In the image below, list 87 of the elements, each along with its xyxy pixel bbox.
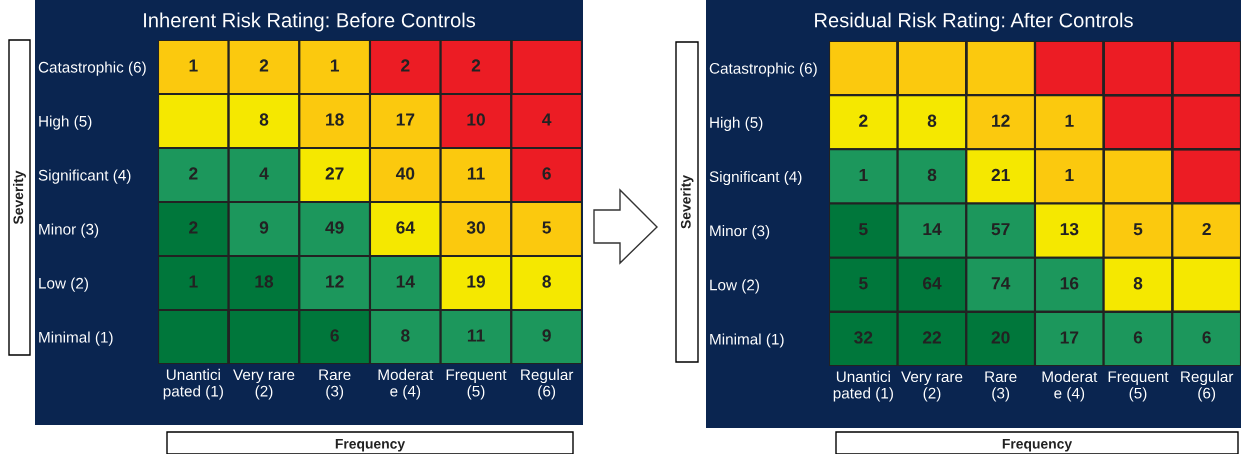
- x-tick-label: Very rare (2): [233, 369, 295, 400]
- data-label: 6: [1133, 331, 1143, 344]
- data-label: 12: [326, 275, 344, 288]
- data-label: 8: [259, 113, 269, 126]
- x-tick-label: Rare (3): [319, 369, 351, 400]
- data-label: 8: [927, 168, 937, 182]
- data-label: 6: [330, 329, 339, 342]
- x-tick-label: Unantici pated (1): [163, 368, 223, 400]
- data-label: 1: [189, 275, 198, 288]
- data-label: 14: [923, 223, 942, 236]
- y-tick-label: High (5): [39, 115, 92, 130]
- x-tick-label: Moderat e (4): [378, 368, 434, 400]
- data-label: 2: [401, 59, 410, 72]
- data-label: 4: [542, 113, 552, 126]
- y-tick-label: High (5): [710, 116, 763, 131]
- chart-title: Inherent Risk Rating: Before Controls: [144, 12, 476, 32]
- y-tick-label: Minor (3): [710, 225, 770, 240]
- x-tick-label: Regular (6): [1181, 370, 1234, 402]
- data-label: 17: [1060, 331, 1079, 344]
- data-label: 12: [992, 114, 1010, 127]
- data-label: 1: [330, 59, 340, 72]
- y-tick-label: Minimal (1): [710, 333, 784, 348]
- data-label: 4: [259, 167, 269, 180]
- x-tick-label: Frequent (5): [1108, 371, 1169, 402]
- data-label: 8: [542, 275, 551, 288]
- data-label: 2: [859, 114, 868, 127]
- data-label: 5: [859, 277, 868, 290]
- data-label: 17: [396, 113, 415, 126]
- data-label: 22: [922, 331, 941, 344]
- data-label: 8: [401, 329, 410, 342]
- y-tick-label: Catastrophic (6): [709, 62, 817, 77]
- data-label: 5: [1133, 223, 1143, 236]
- data-label: 9: [542, 329, 551, 342]
- data-label: 6: [1202, 331, 1211, 344]
- data-label: 1: [1065, 168, 1074, 181]
- data-label: 64: [396, 221, 415, 234]
- data-label: 14: [396, 275, 415, 288]
- data-label: 2: [189, 221, 198, 234]
- y-axis-title: Severity: [680, 175, 694, 229]
- data-label: 2: [1202, 222, 1211, 236]
- data-label: 16: [1060, 277, 1079, 290]
- data-label: 10: [467, 113, 485, 126]
- data-label: 11: [467, 167, 485, 180]
- data-label: 1: [1065, 114, 1074, 127]
- y-tick-label: Low (2): [39, 277, 88, 292]
- data-label: 21: [991, 168, 1010, 181]
- data-label: 19: [467, 275, 486, 288]
- y-axis-title: Severity: [13, 170, 26, 225]
- data-label: 1: [859, 168, 868, 181]
- x-tick-label: Frequent (5): [446, 369, 507, 400]
- data-label: 74: [991, 277, 1011, 290]
- data-label: 18: [326, 113, 344, 126]
- x-axis-title: Frequency: [335, 439, 406, 452]
- data-label: 2: [471, 59, 481, 72]
- data-label: 11: [467, 329, 485, 342]
- x-tick-label: Unantici pated (1): [833, 370, 893, 402]
- y-tick-label: Significant (4): [38, 169, 131, 184]
- y-tick-label: Minimal (1): [39, 331, 113, 346]
- data-label: 5: [859, 223, 868, 236]
- data-label: 8: [1133, 277, 1143, 290]
- x-tick-label: Very rare (2): [901, 371, 963, 402]
- x-tick-label: Rare (3): [985, 371, 1017, 402]
- data-label: 8: [927, 114, 937, 127]
- data-label: 6: [542, 167, 551, 180]
- data-label: 9: [259, 221, 269, 234]
- data-label: 27: [325, 167, 344, 180]
- x-tick-label: Moderat e (4): [1042, 370, 1098, 402]
- data-label: 30: [466, 221, 485, 234]
- data-label: 2: [259, 59, 269, 72]
- data-label: 40: [395, 167, 415, 180]
- data-label: 18: [255, 275, 274, 288]
- data-label: 57: [991, 223, 1010, 236]
- y-tick-label: Significant (4): [709, 170, 802, 186]
- data-label: 32: [854, 331, 873, 344]
- data-label: 20: [991, 331, 1010, 344]
- data-label: 5: [542, 221, 552, 234]
- y-tick-label: Catastrophic (6): [38, 61, 146, 76]
- y-tick-label: Minor (3): [39, 223, 99, 238]
- x-axis-title: Frequency: [1002, 439, 1073, 452]
- data-label: 1: [189, 59, 198, 72]
- chart-title: Residual Risk Rating: After Controls: [815, 12, 1133, 32]
- data-label: 49: [325, 221, 344, 234]
- data-label: 2: [189, 167, 198, 180]
- x-tick-label: Regular (6): [521, 368, 574, 400]
- y-tick-label: Low (2): [710, 279, 759, 294]
- data-label: 64: [922, 277, 942, 290]
- data-label: 13: [1060, 222, 1079, 236]
